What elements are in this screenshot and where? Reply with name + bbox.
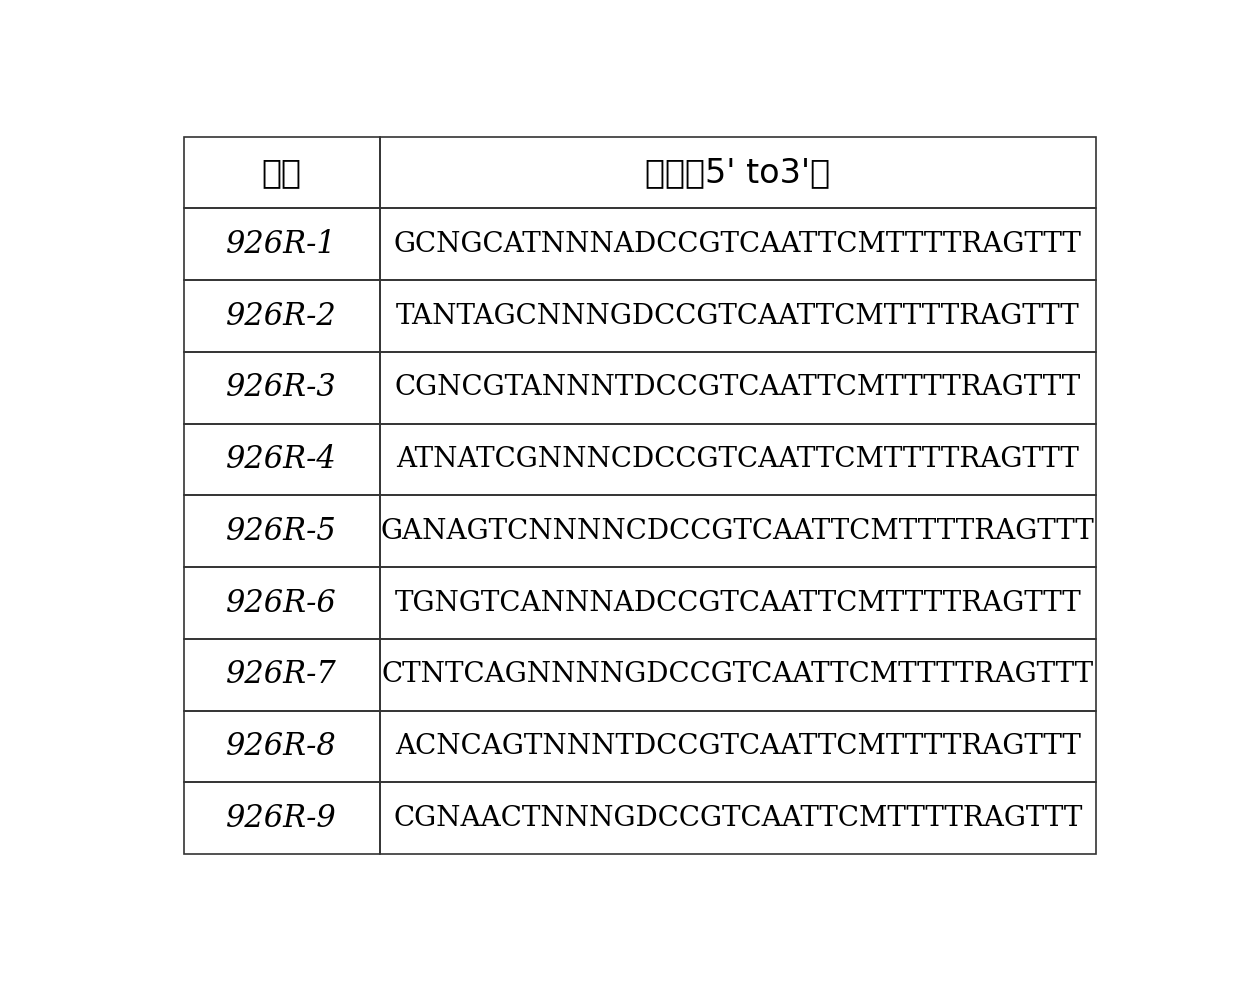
Text: ACNCAGTNNNTDCCGTCAATTCMTTTTRAGTTT: ACNCAGTNNNTDCCGTCAATTCMTTTTRAGTTT (395, 733, 1080, 760)
Bar (183, 495, 380, 567)
Text: 名称: 名称 (261, 156, 302, 189)
Bar (183, 710, 380, 783)
Bar (380, 639, 1097, 710)
Text: 926R-6: 926R-6 (227, 588, 337, 619)
Bar (380, 208, 1097, 281)
Bar (183, 352, 380, 424)
Text: CGNAACTNNNGDCCGTCAATTCMTTTTRAGTTT: CGNAACTNNNGDCCGTCAATTCMTTTTRAGTTT (393, 804, 1083, 832)
Text: 926R-1: 926R-1 (227, 229, 337, 260)
Bar (183, 567, 380, 639)
Bar (183, 136, 380, 208)
Bar (380, 136, 1097, 208)
Bar (183, 208, 380, 281)
Text: GCNGCATNNNADCCGTCAATTCMTTTTRAGTTT: GCNGCATNNNADCCGTCAATTCMTTTTRAGTTT (394, 231, 1082, 258)
Text: 926R-7: 926R-7 (227, 659, 337, 691)
Bar (380, 567, 1097, 639)
Text: 926R-2: 926R-2 (227, 300, 337, 332)
Bar (380, 281, 1097, 352)
Text: 926R-5: 926R-5 (227, 516, 337, 546)
Bar (380, 710, 1097, 783)
Bar (183, 281, 380, 352)
Text: 926R-9: 926R-9 (227, 802, 337, 834)
Text: 926R-4: 926R-4 (227, 444, 337, 475)
Text: CGNCGTANNNTDCCGTCAATTCMTTTTRAGTTT: CGNCGTANNNTDCCGTCAATTCMTTTTRAGTTT (395, 375, 1080, 401)
Bar (183, 639, 380, 710)
Bar (380, 783, 1097, 854)
Text: ATNATCGNNNCDCCGTCAATTCMTTTTRAGTTT: ATNATCGNNNCDCCGTCAATTCMTTTTRAGTTT (396, 446, 1079, 473)
Bar (380, 424, 1097, 495)
Text: 926R-3: 926R-3 (227, 372, 337, 403)
Text: 序列（5' to3'）: 序列（5' to3'） (646, 156, 830, 189)
Bar (183, 783, 380, 854)
Text: CTNTCAGNNNNGDCCGTCAATTCMTTTTRAGTTT: CTNTCAGNNNNGDCCGTCAATTCMTTTTRAGTTT (382, 661, 1094, 689)
Bar (380, 352, 1097, 424)
Bar (380, 495, 1097, 567)
Text: 926R-8: 926R-8 (227, 731, 337, 762)
Bar (183, 424, 380, 495)
Text: TANTAGCNNNGDCCGTCAATTCMTTTTRAGTTT: TANTAGCNNNGDCCGTCAATTCMTTTTRAGTTT (396, 302, 1079, 330)
Text: TGNGTCANNNADCCGTCAATTCMTTTTRAGTTT: TGNGTCANNNADCCGTCAATTCMTTTTRAGTTT (394, 590, 1082, 616)
Text: GANAGTCNNNNCDCCGTCAATTCMTTTTRAGTTT: GANAGTCNNNNCDCCGTCAATTCMTTTTRAGTTT (380, 518, 1095, 544)
